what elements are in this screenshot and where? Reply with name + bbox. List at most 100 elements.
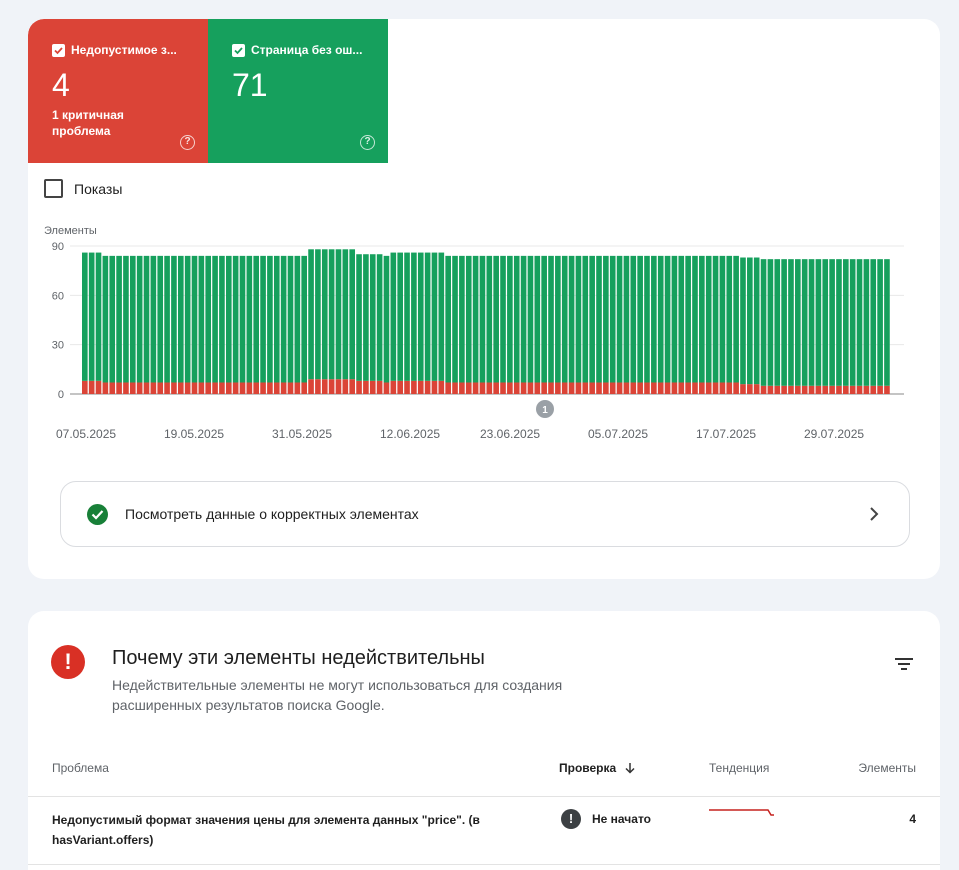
bar-invalid[interactable] — [884, 385, 890, 394]
bar-valid[interactable] — [219, 255, 225, 383]
bar-valid[interactable] — [685, 255, 691, 383]
bar-valid[interactable] — [582, 255, 589, 383]
bar-invalid[interactable] — [404, 380, 410, 394]
column-header-check[interactable]: Проверка — [559, 761, 636, 775]
bar-valid[interactable] — [719, 255, 726, 383]
bar-invalid[interactable] — [561, 382, 568, 394]
bar-invalid[interactable] — [431, 380, 438, 394]
bar-valid[interactable] — [136, 255, 143, 383]
bar-invalid[interactable] — [616, 382, 623, 394]
bar-invalid[interactable] — [603, 382, 609, 394]
bar-invalid[interactable] — [589, 382, 595, 394]
bar-valid[interactable] — [507, 255, 513, 383]
bar-invalid[interactable] — [315, 379, 321, 394]
bar-valid[interactable] — [651, 255, 657, 383]
bar-invalid[interactable] — [198, 382, 205, 394]
bar-valid[interactable] — [321, 249, 328, 380]
bar-valid[interactable] — [438, 252, 445, 381]
bar-valid[interactable] — [774, 259, 781, 386]
bar-valid[interactable] — [472, 255, 479, 383]
bar-valid[interactable] — [129, 255, 136, 383]
bar-invalid[interactable] — [465, 382, 472, 394]
bar-invalid[interactable] — [123, 382, 129, 394]
bar-invalid[interactable] — [534, 382, 541, 394]
bar-invalid[interactable] — [513, 382, 520, 394]
bar-invalid[interactable] — [459, 382, 465, 394]
bar-valid[interactable] — [616, 255, 623, 383]
bar-valid[interactable] — [260, 255, 266, 383]
bar-invalid[interactable] — [644, 382, 650, 394]
bar-invalid[interactable] — [822, 385, 829, 394]
bar-invalid[interactable] — [445, 382, 451, 394]
bar-invalid[interactable] — [767, 385, 774, 394]
checkbox-checked-icon[interactable] — [52, 43, 65, 57]
bar-invalid[interactable] — [177, 382, 184, 394]
bar-invalid[interactable] — [294, 382, 301, 394]
bar-valid[interactable] — [705, 255, 712, 383]
bar-valid[interactable] — [95, 252, 102, 381]
bar-invalid[interactable] — [376, 380, 383, 394]
impressions-toggle[interactable]: Показы — [44, 179, 122, 198]
bar-invalid[interactable] — [369, 380, 376, 394]
bar-invalid[interactable] — [520, 382, 527, 394]
bar-invalid[interactable] — [843, 385, 849, 394]
bar-invalid[interactable] — [637, 382, 643, 394]
bar-invalid[interactable] — [356, 380, 362, 394]
bar-invalid[interactable] — [548, 382, 554, 394]
bar-invalid[interactable] — [664, 382, 671, 394]
bar-invalid[interactable] — [575, 382, 582, 394]
bar-invalid[interactable] — [191, 382, 198, 394]
bar-valid[interactable] — [637, 255, 643, 383]
bar-invalid[interactable] — [527, 382, 534, 394]
bar-valid[interactable] — [225, 255, 232, 383]
bar-invalid[interactable] — [246, 382, 253, 394]
invalid-items-tile[interactable]: Недопустимое з... 4 1 критичная проблема… — [28, 19, 208, 163]
bar-valid[interactable] — [390, 252, 397, 381]
bar-valid[interactable] — [267, 255, 273, 383]
bar-invalid[interactable] — [870, 385, 877, 394]
bar-invalid[interactable] — [699, 382, 705, 394]
bar-valid[interactable] — [589, 255, 595, 383]
bar-valid[interactable] — [376, 254, 383, 381]
bar-invalid[interactable] — [493, 382, 499, 394]
bar-invalid[interactable] — [452, 382, 458, 394]
bar-valid[interactable] — [788, 259, 794, 386]
bar-valid[interactable] — [520, 255, 527, 383]
bar-invalid[interactable] — [205, 382, 212, 394]
bar-invalid[interactable] — [308, 379, 314, 394]
bar-invalid[interactable] — [301, 382, 308, 394]
bar-valid[interactable] — [164, 255, 170, 383]
bar-invalid[interactable] — [541, 382, 547, 394]
bar-valid[interactable] — [808, 259, 815, 386]
bar-invalid[interactable] — [342, 379, 349, 394]
filter-icon[interactable] — [894, 657, 914, 671]
bar-invalid[interactable] — [815, 385, 822, 394]
bar-invalid[interactable] — [500, 382, 506, 394]
bar-valid[interactable] — [664, 255, 671, 383]
bar-invalid[interactable] — [651, 382, 657, 394]
bar-valid[interactable] — [548, 255, 554, 383]
bar-valid[interactable] — [596, 255, 602, 383]
column-header-elements[interactable]: Элементы — [858, 761, 916, 775]
bar-valid[interactable] — [760, 259, 767, 386]
bar-valid[interactable] — [836, 259, 842, 386]
bar-invalid[interactable] — [438, 380, 445, 394]
bar-invalid[interactable] — [328, 379, 335, 394]
bar-invalid[interactable] — [788, 385, 794, 394]
bar-valid[interactable] — [109, 255, 116, 383]
bar-invalid[interactable] — [596, 382, 602, 394]
bar-valid[interactable] — [150, 255, 157, 383]
bar-valid[interactable] — [328, 249, 335, 380]
bar-invalid[interactable] — [795, 385, 801, 394]
bar-valid[interactable] — [397, 252, 403, 381]
bar-invalid[interactable] — [150, 382, 157, 394]
bar-invalid[interactable] — [507, 382, 513, 394]
bar-invalid[interactable] — [877, 385, 883, 394]
bar-invalid[interactable] — [712, 382, 719, 394]
bar-invalid[interactable] — [287, 382, 294, 394]
bar-valid[interactable] — [609, 255, 616, 383]
bar-invalid[interactable] — [849, 385, 856, 394]
bar-valid[interactable] — [212, 255, 218, 383]
bar-invalid[interactable] — [129, 382, 136, 394]
bar-valid[interactable] — [870, 259, 877, 386]
